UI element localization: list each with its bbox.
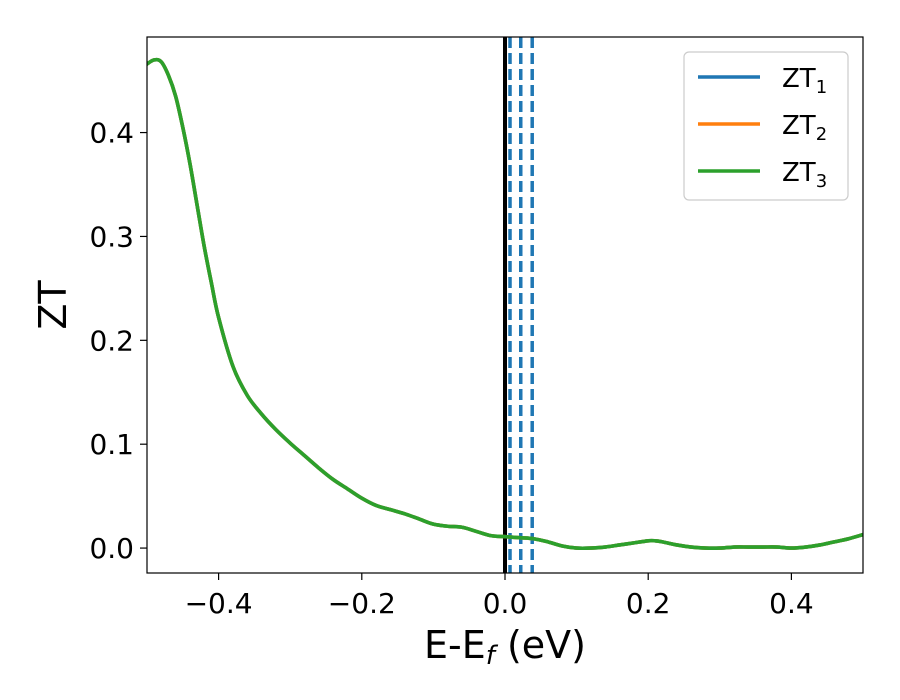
x-tick-label: −0.2 [328, 587, 396, 620]
legend-label-subscript: 3 [816, 171, 827, 192]
y-axis-label: ZT [31, 280, 75, 330]
vertical-reference-lines [503, 37, 534, 573]
x-tick-label: 0.4 [769, 587, 814, 620]
legend-label-main: ZT [782, 111, 816, 141]
legend-box [683, 51, 849, 201]
x-tick-label: 0.2 [626, 587, 671, 620]
legend-label-3: ZT3 [782, 158, 827, 192]
legend-label-subscript: 2 [816, 124, 827, 145]
y-tick-label: 0.3 [89, 220, 134, 253]
series-line-3 [147, 57, 863, 551]
y-tick-label: 0.1 [89, 428, 134, 461]
legend-label-main: ZT [782, 64, 816, 94]
y-tick-label: 0.2 [89, 324, 134, 357]
axes: −0.4 −0.2 0.0 0.2 0.4 0.0 0.1 0.2 0.3 0.4 [89, 36, 864, 620]
legend-label-main: ZT [782, 158, 816, 188]
series-layer [147, 57, 863, 551]
x-axis-label: E-Ef (eV) [424, 623, 586, 671]
legend-label-1: ZT1 [782, 64, 827, 98]
x-tick-label: −0.4 [185, 587, 253, 620]
legend-label-subscript: 1 [816, 77, 827, 98]
y-tick-label: 0.4 [89, 117, 134, 150]
y-tick-label: 0.0 [89, 532, 134, 565]
x-tick-label: 0.0 [483, 587, 528, 620]
legend-label-2: ZT2 [782, 111, 827, 145]
